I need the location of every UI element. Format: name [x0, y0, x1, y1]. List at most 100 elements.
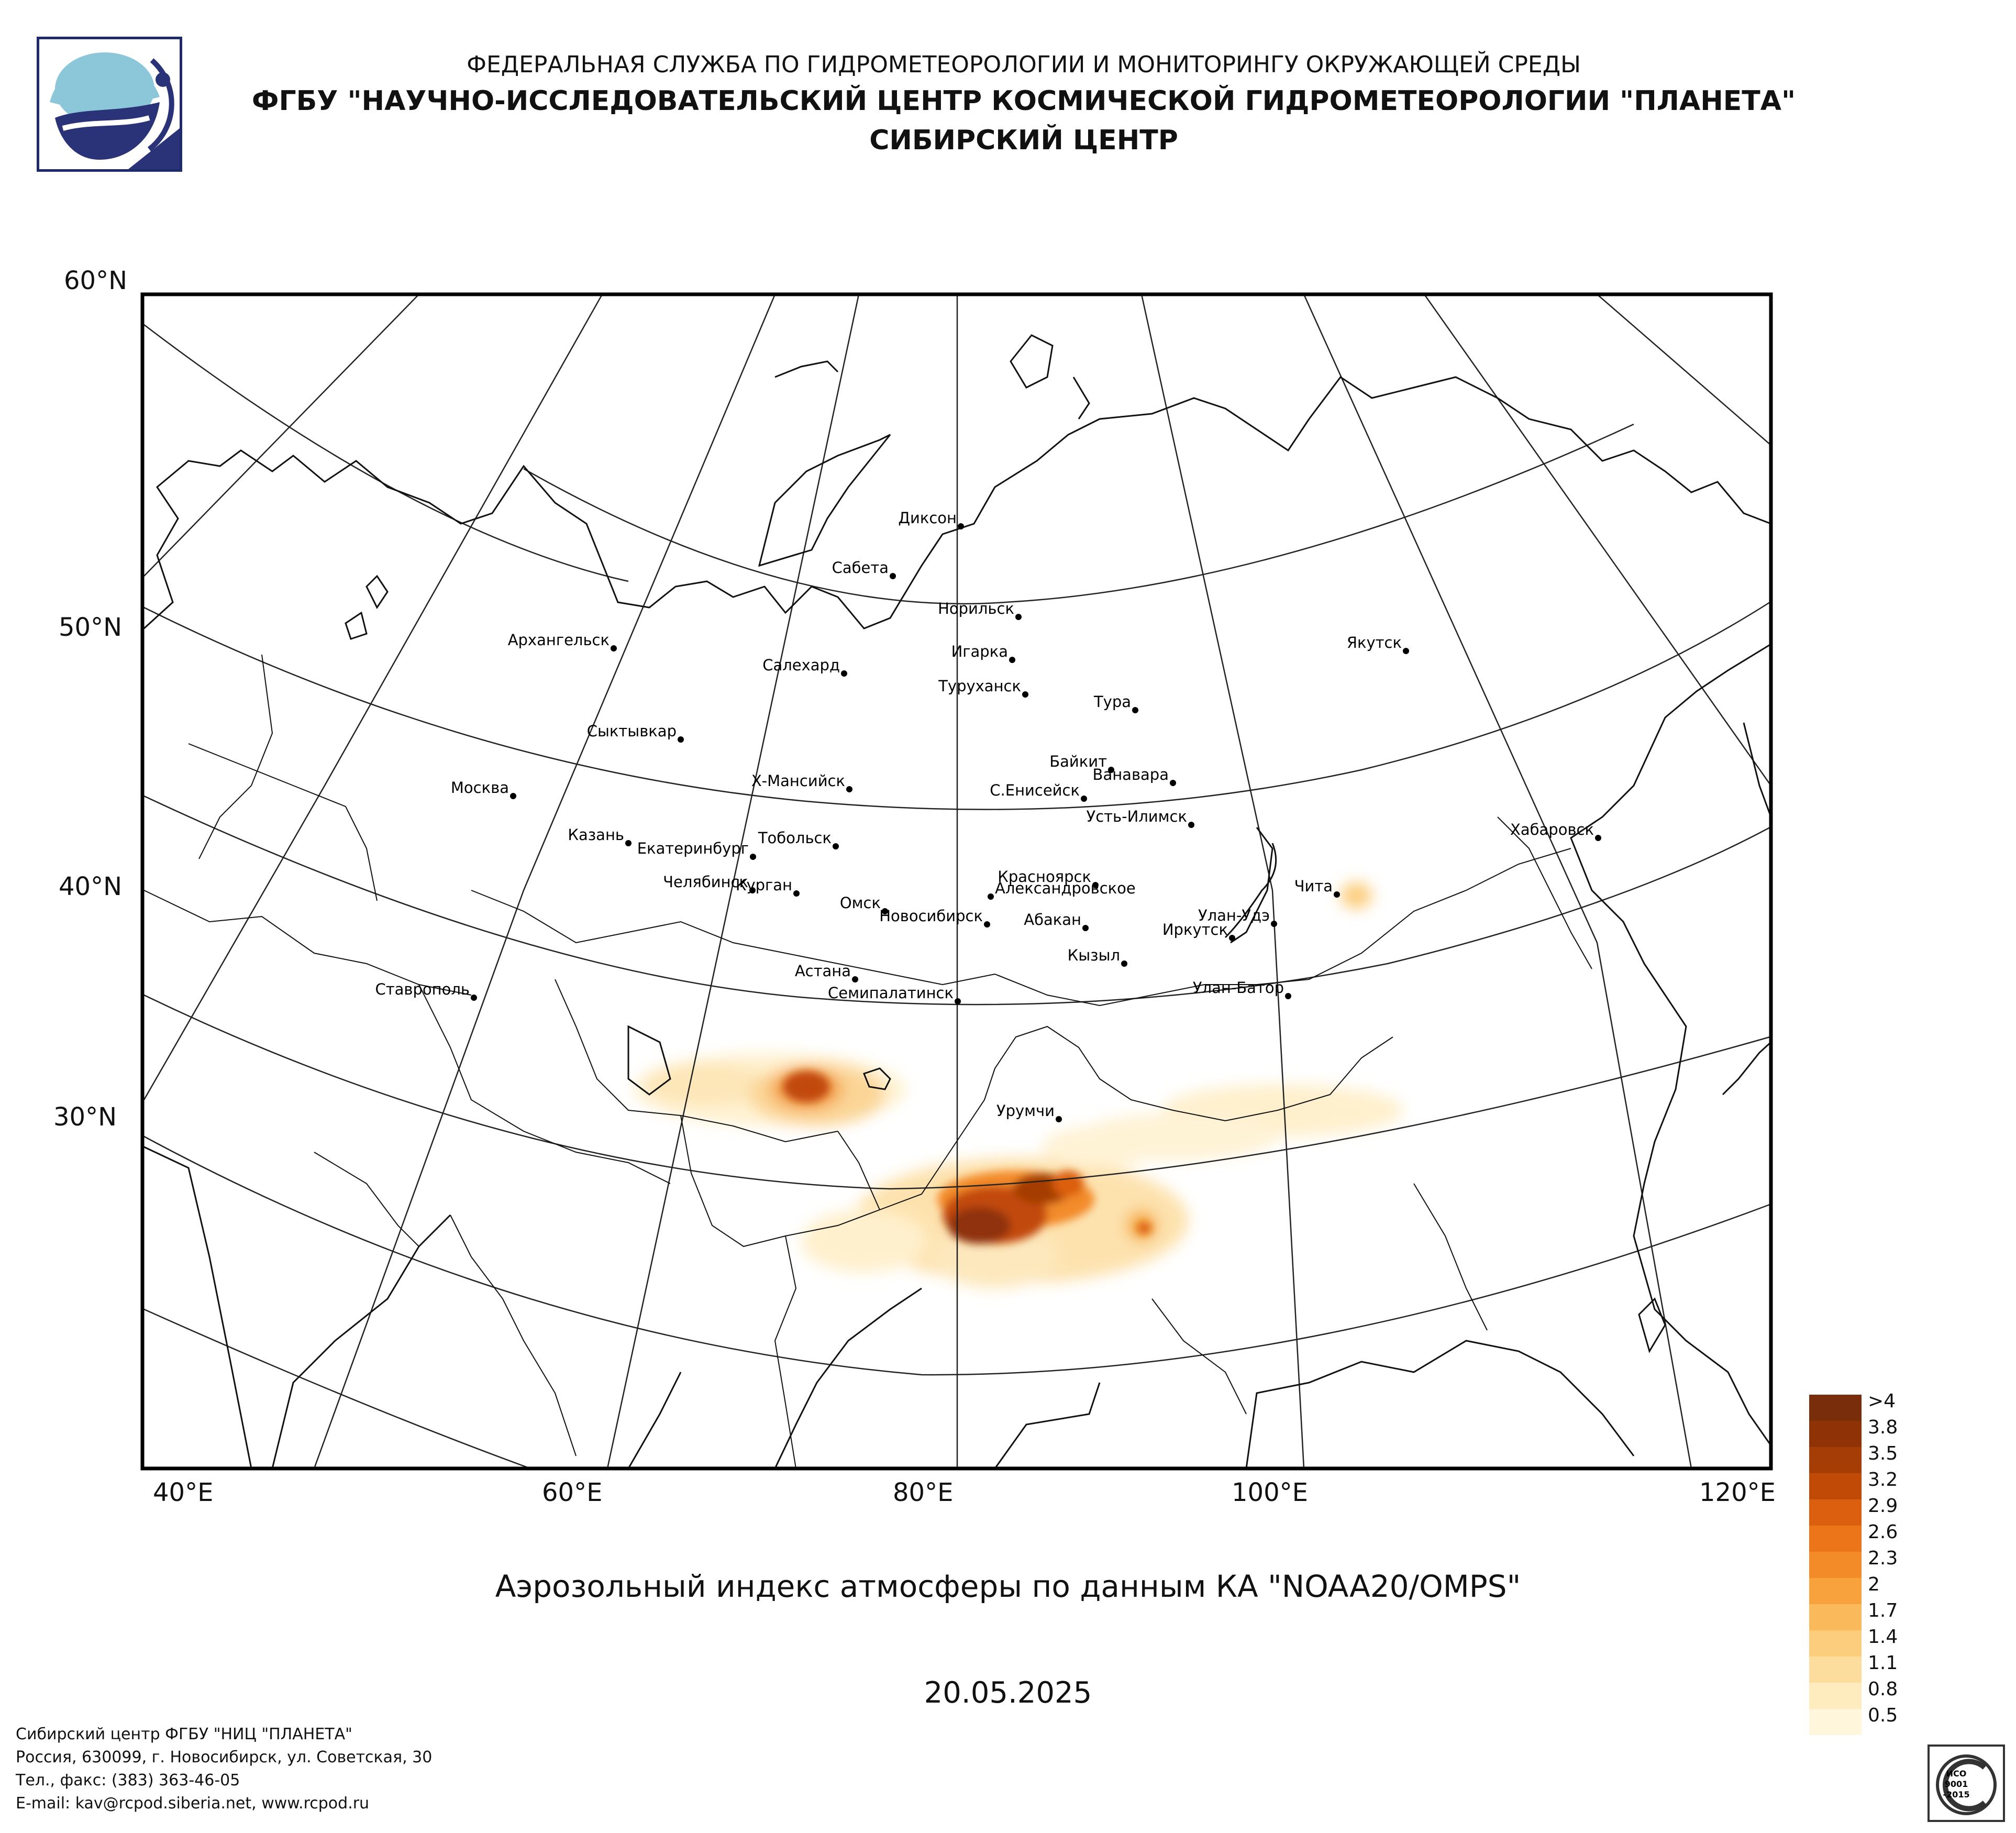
legend-label: 3.2: [1868, 1469, 1898, 1490]
city-marker: Якутск: [1347, 634, 1409, 654]
city-dot: [750, 854, 756, 860]
legend-swatch: [1809, 1395, 1862, 1421]
city-layer: Диксон Сабета Норильск Игарка Архангельск Сал…: [375, 509, 1601, 1122]
legend-swatch: [1809, 1657, 1862, 1683]
footer-contacts: Сибирский центр ФГБУ "НИЦ "ПЛАНЕТА" Росс…: [16, 1723, 432, 1815]
footer-email: E-mail: kav@rcpod.siberia.net, www.rcpod…: [16, 1794, 370, 1813]
footer-address: Россия, 630099, г. Новосибирск, ул. Сове…: [16, 1748, 433, 1766]
city-dot: [1108, 767, 1114, 773]
city-marker: Ставрополь: [375, 980, 477, 1001]
city-marker: Норильск: [938, 600, 1022, 620]
city-marker: Екатеринбург: [637, 840, 756, 860]
city-dot: [890, 573, 896, 579]
lat-label-30: 30°N: [53, 1102, 117, 1132]
city-dot: [1022, 691, 1028, 698]
city-marker: Александровское: [988, 879, 1136, 900]
city-marker: Москва: [451, 779, 516, 799]
city-dot: [1015, 614, 1022, 620]
city-dot: [1056, 1116, 1062, 1122]
city-dot: [984, 921, 990, 927]
city-dot: [625, 840, 632, 846]
city-label: Тобольск: [758, 829, 832, 847]
legend-label: 0.5: [1868, 1705, 1898, 1726]
iso-badge-text-2: 9001: [1945, 1779, 1968, 1789]
legend-label: 2.6: [1868, 1521, 1898, 1543]
legend-label: 3.8: [1868, 1417, 1898, 1438]
city-dot: [1595, 835, 1601, 841]
city-label: Якутск: [1347, 634, 1402, 652]
lon-label-40: 40°E: [153, 1478, 214, 1507]
city-marker: Красноярск: [998, 868, 1099, 888]
city-label: С.Енисейск: [990, 781, 1080, 799]
city-marker: Сыктывкар: [587, 722, 684, 743]
city-dot: [1132, 707, 1138, 713]
city-dot: [1081, 796, 1087, 802]
country-borders: [143, 654, 1592, 1468]
city-marker: Усть-Илимск: [1087, 808, 1194, 828]
city-label: Иркутск: [1162, 921, 1228, 938]
footer-org: Сибирский центр ФГБУ "НИЦ "ПЛАНЕТА": [16, 1725, 352, 1743]
city-marker: Улан-Батор: [1193, 979, 1291, 999]
legend-label: 2: [1868, 1574, 1880, 1595]
legend-swatch: [1809, 1526, 1862, 1552]
city-dot: [1334, 891, 1340, 898]
city-dot: [1271, 921, 1277, 927]
map-frame: [140, 292, 1773, 1471]
city-dot: [1403, 648, 1409, 654]
city-dot: [611, 645, 617, 652]
city-dot: [846, 786, 852, 792]
city-dot: [793, 890, 800, 897]
legend-swatch: [1809, 1604, 1862, 1630]
city-marker: Туруханск: [938, 677, 1028, 698]
globe-logo-icon: [50, 52, 180, 169]
city-dot: [1188, 822, 1194, 828]
legend-swatch: [1809, 1683, 1862, 1709]
header-institute: ФГБУ "НАУЧНО-ИССЛЕДОВАТЕЛЬСКИЙ ЦЕНТР КОС…: [251, 85, 1796, 117]
city-marker: Тура: [1093, 693, 1138, 713]
map-date: 20.05.2025: [924, 1676, 1092, 1710]
city-label: Чита: [1294, 877, 1333, 895]
city-label: Улан-Удэ: [1198, 907, 1270, 924]
city-dot: [1170, 780, 1176, 786]
city-dot: [471, 995, 477, 1001]
legend-swatch: [1809, 1499, 1862, 1526]
city-marker: Салехард: [762, 656, 847, 677]
city-label: Челябинск: [663, 873, 748, 891]
lon-label-100: 100°E: [1232, 1478, 1308, 1507]
legend-swatch: [1809, 1421, 1862, 1447]
city-dot: [882, 908, 888, 914]
city-label: Москва: [451, 779, 509, 797]
city-label: Красноярск: [998, 868, 1091, 886]
map-caption: Аэрозольный индекс атмосферы по данным К…: [495, 1569, 1521, 1604]
city-label: Абакан: [1024, 911, 1081, 929]
lon-label-120: 120°E: [1699, 1478, 1776, 1507]
city-label: Кызыл: [1068, 946, 1120, 964]
city-dot: [1229, 935, 1235, 941]
header-agency: ФЕДЕРАЛЬНАЯ СЛУЖБА ПО ГИДРОМЕТЕОРОЛОГИИ …: [467, 51, 1581, 78]
city-dot: [1092, 882, 1099, 888]
city-marker: Урумчи: [996, 1102, 1062, 1122]
legend-swatch: [1809, 1630, 1862, 1657]
city-marker: Архангельск: [508, 631, 617, 652]
lat-label-60: 60°N: [64, 266, 127, 295]
lat-label-50: 50°N: [59, 613, 122, 642]
city-marker: Ванавара: [1093, 766, 1176, 786]
city-dot: [1285, 993, 1291, 999]
city-marker: Курган: [736, 876, 800, 897]
legend-label: 2.3: [1868, 1548, 1898, 1569]
header-center: СИБИРСКИЙ ЦЕНТР: [869, 125, 1178, 156]
city-label: Ставрополь: [375, 980, 470, 998]
city-label: Сыктывкар: [587, 722, 677, 740]
city-marker: Кызыл: [1068, 946, 1127, 967]
lakes: [345, 575, 1277, 938]
city-dot: [955, 998, 961, 1004]
city-marker: Байкит: [1049, 753, 1114, 773]
lat-label-40: 40°N: [59, 872, 122, 901]
city-dot: [678, 736, 684, 743]
city-dot: [1082, 925, 1089, 931]
legend-swatch: [1809, 1578, 1862, 1604]
legend-label: 1.1: [1868, 1652, 1898, 1674]
city-marker: Иркутск: [1162, 921, 1235, 941]
city-marker: Х-Мансийск: [751, 772, 852, 792]
city-dot: [510, 793, 516, 799]
